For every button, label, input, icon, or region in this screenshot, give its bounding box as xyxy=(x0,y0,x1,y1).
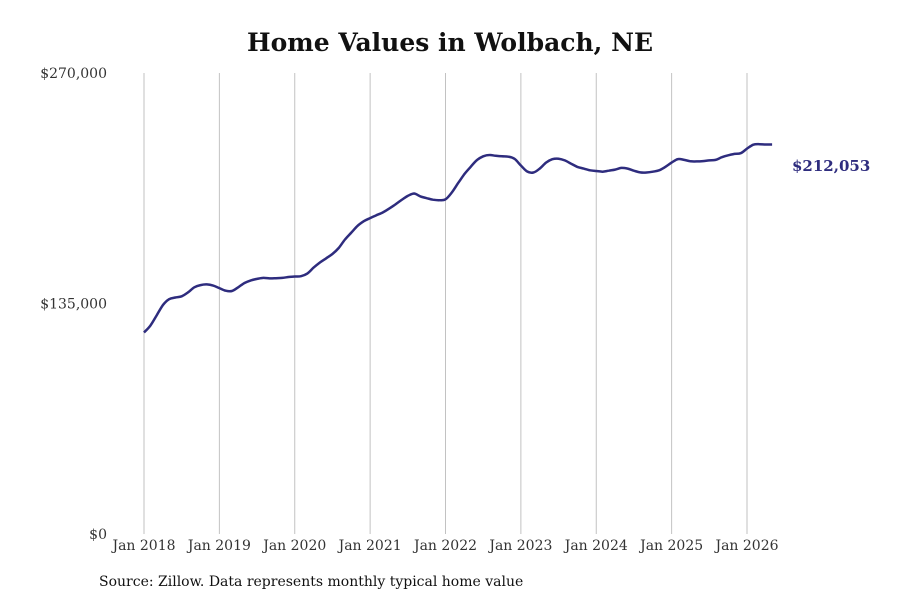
end-value-label: $212,053 xyxy=(792,157,870,175)
x-tick-label: Jan 2025 xyxy=(638,538,703,554)
series-line xyxy=(143,142,773,334)
source-note: Source: Zillow. Data represents monthly … xyxy=(99,574,524,590)
x-tick-label: Jan 2019 xyxy=(186,538,251,554)
y-tick-label: $270,000 xyxy=(40,66,107,82)
x-tick-label: Jan 2021 xyxy=(337,538,402,554)
y-axis-ticks: $0 $135,000 $270,000 xyxy=(40,66,107,543)
x-tick-label: Jan 2022 xyxy=(412,538,477,554)
x-tick-label: Jan 2023 xyxy=(487,538,552,554)
y-tick-label: $0 xyxy=(89,527,107,543)
x-tick-label: Jan 2020 xyxy=(261,538,326,554)
x-tick-label: Jan 2018 xyxy=(110,538,175,554)
y-tick-label: $135,000 xyxy=(40,297,107,313)
x-tick-label: Jan 2026 xyxy=(713,538,778,554)
chart-title: Home Values in Wolbach, NE xyxy=(247,28,653,57)
x-tick-label: Jan 2024 xyxy=(563,538,628,554)
gridlines xyxy=(143,73,748,534)
x-axis-ticks: Jan 2018 Jan 2019 Jan 2020 Jan 2021 Jan 2022… xyxy=(110,538,778,554)
